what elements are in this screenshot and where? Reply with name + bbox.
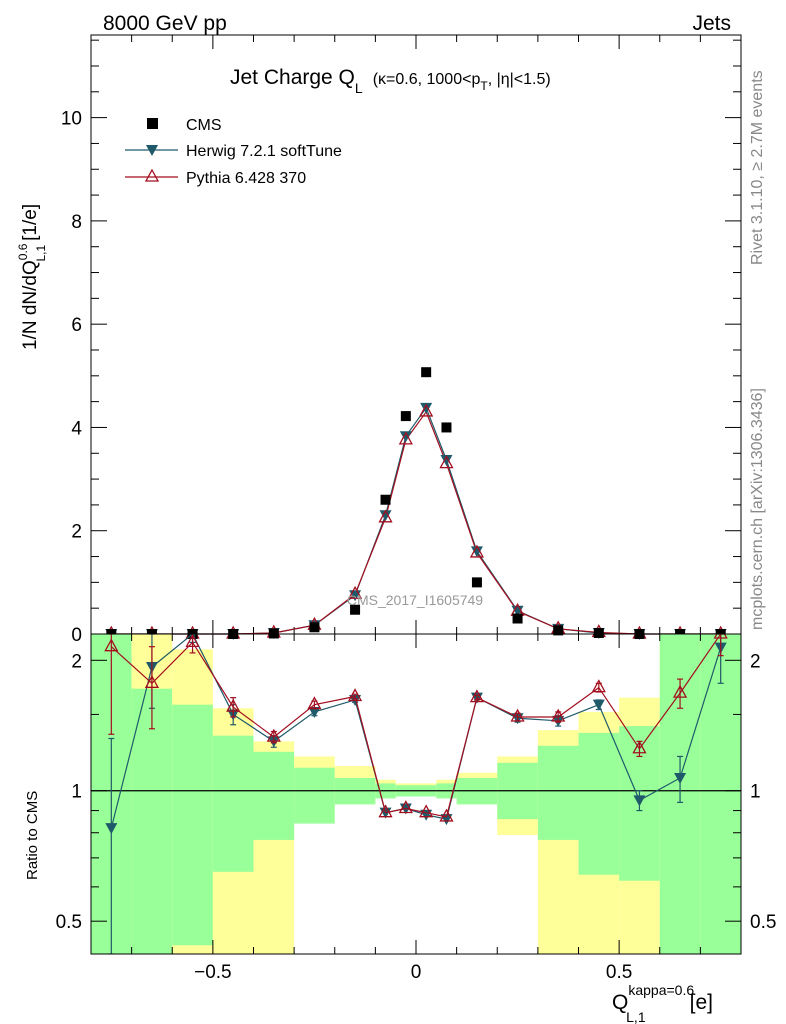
ratio-x-ticks: −0.5 0 0.5 <box>90 634 742 983</box>
main-marker-cms <box>593 627 604 638</box>
main-marker-pythia <box>398 431 413 445</box>
main-marker-cms <box>380 494 391 505</box>
ratio-marker-pythia <box>104 638 119 652</box>
main-y-axis-label: 1/N dN/dQ0.6 L,1[1/e] <box>16 204 48 350</box>
main-marker-cms <box>400 411 411 422</box>
main-marker-herwig <box>470 546 483 558</box>
chart-title: Jet Charge QL (κ=0.6, 1000<pT, |η|<1.5) <box>230 66 551 96</box>
energy-label: 8000 GeV pp <box>103 12 227 35</box>
main-marker-cms <box>309 622 320 633</box>
ratio-marker-pythia <box>347 688 363 702</box>
ratio-marker-pythia <box>226 698 241 712</box>
rivet-label: Rivet 3.1.10, ≥ 2.7M events <box>749 70 766 265</box>
main-marker-cms <box>471 577 482 588</box>
ratio-y-axis-label: Ratio to CMS <box>24 791 41 880</box>
ratio-marker-herwig <box>105 823 118 835</box>
process-label: Jets <box>692 12 731 35</box>
main-marker-cms <box>350 604 361 615</box>
ratio-marker-herwig <box>674 773 687 785</box>
main-marker-herwig <box>420 402 433 414</box>
ratio-y-tick-label: 0.5 <box>56 912 82 933</box>
ratio-x-tick-label: 0 <box>411 962 422 983</box>
x-axis-label: Qkappa=0.6 L,1[e] <box>612 982 713 1024</box>
main-marker-pythia <box>347 585 363 599</box>
main-y-tick-label: 4 <box>71 418 82 439</box>
ratio-y-ticks: 0.5 0.5 1 1 2 2 <box>56 651 777 933</box>
ratio-x-tick-label: 0.5 <box>606 962 632 983</box>
main-y-tick-label: 10 <box>61 109 82 130</box>
ratio-marker-pythia <box>551 708 566 722</box>
ratio-y-tick-label-right: 2 <box>750 651 761 672</box>
main-marker-pythia <box>469 544 485 558</box>
main-marker-pythia <box>378 509 393 523</box>
ratio-band-stat <box>700 634 741 954</box>
ratio-marker-herwig <box>633 795 646 807</box>
main-marker-herwig <box>440 454 453 466</box>
ratio-marker-pythia <box>591 679 606 693</box>
main-y-tick-label: 2 <box>71 522 82 543</box>
main-marker-pythia <box>439 455 454 469</box>
analysis-watermark: CMS_2017_I1605749 <box>347 592 483 608</box>
ratio-line-pythia <box>110 634 722 818</box>
legend-label-herwig: Herwig 7.2.1 softTune <box>186 143 342 160</box>
main-marker-herwig <box>399 431 412 443</box>
ratio-marker-pythia <box>144 674 160 688</box>
main-marker-cms <box>441 422 452 433</box>
main-marker-pythia <box>419 403 434 417</box>
ratio-band-stat <box>578 732 620 875</box>
main-y-tick-label: 8 <box>71 212 82 233</box>
ratio-marker-pythia <box>713 634 728 639</box>
ratio-band-stat <box>253 751 295 840</box>
legend: CMS Herwig 7.2.1 softTune Pythia 6.428 3… <box>125 117 342 187</box>
ratio-marker-pythia <box>672 684 688 698</box>
ratio-band-stat <box>131 688 173 954</box>
main-y-tick-label: 0 <box>71 625 82 646</box>
ratio-marker-herwig <box>592 699 605 711</box>
legend-marker-cms <box>147 118 158 129</box>
legend-marker-pythia <box>144 168 160 182</box>
ratio-band-stat <box>294 767 335 824</box>
ratio-marker-pythia <box>307 696 322 710</box>
ratio-band-stat <box>172 704 213 946</box>
ratio-band-stat <box>537 745 579 840</box>
main-marker-herwig <box>379 510 392 522</box>
mcplots-label: mcplots.cern.ch [arXiv:1306.3436] <box>749 388 766 630</box>
ratio-marker-pythia <box>185 634 200 648</box>
ratio-marker-pythia <box>419 804 434 818</box>
ratio-band-stat <box>212 735 254 872</box>
ratio-marker-pythia <box>632 740 647 754</box>
main-marker-cms <box>553 625 564 636</box>
ratio-y-tick-label: 1 <box>71 782 82 803</box>
main-marker-cms <box>268 628 279 639</box>
ratio-marker-pythia <box>398 800 413 814</box>
ratio-marker-pythia <box>510 708 525 722</box>
ratio-y-tick-label: 2 <box>71 651 82 672</box>
ratio-marker-pythia <box>439 808 454 822</box>
ratio-line-herwig <box>110 634 722 829</box>
ratio-marker-pythia <box>378 804 393 818</box>
main-x-ticks <box>90 35 742 634</box>
ratio-y-tick-label-right: 0.5 <box>750 912 776 933</box>
legend-marker-herwig <box>146 145 158 156</box>
main-marker-cms <box>512 613 523 624</box>
main-y-ticks: 0 2 4 6 8 10 <box>61 39 741 646</box>
ratio-marker-pythia <box>266 728 281 742</box>
ratio-marker-herwig <box>308 706 321 718</box>
ratio-y-tick-label-right: 1 <box>750 782 761 803</box>
main-marker-cms <box>421 367 432 378</box>
legend-label-cms: CMS <box>186 117 222 134</box>
ratio-x-tick-label: −0.5 <box>194 962 232 983</box>
ratio-marker-pythia <box>469 689 485 703</box>
main-y-tick-label: 6 <box>71 315 82 336</box>
legend-label-pythia: Pythia 6.428 370 <box>186 170 306 187</box>
